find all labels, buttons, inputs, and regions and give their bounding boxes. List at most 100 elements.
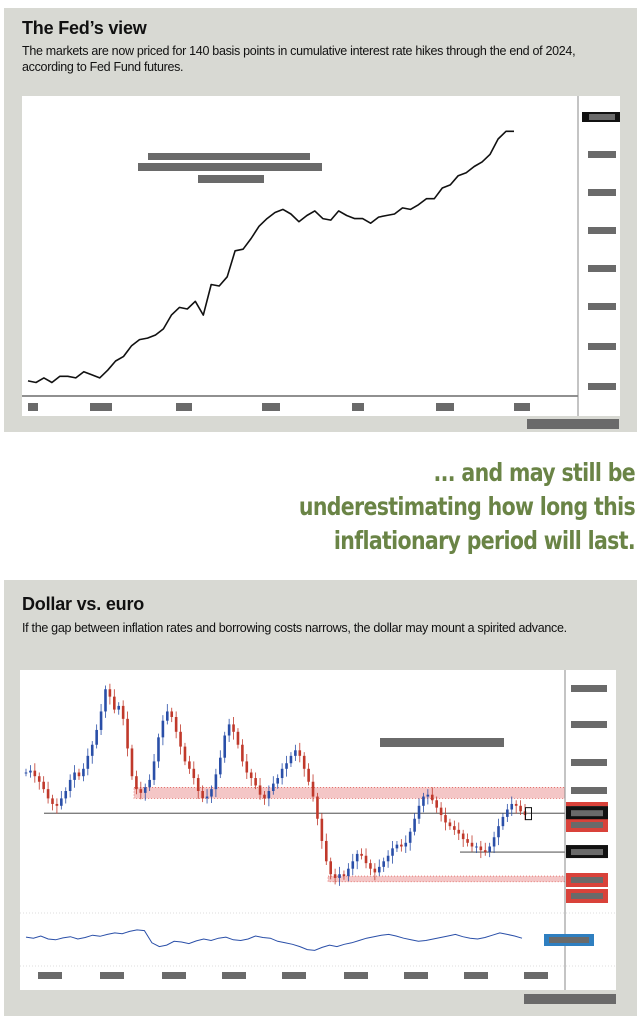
- pullquote-line: inflationary period will last.: [333, 526, 636, 555]
- candle-body: [413, 818, 416, 832]
- candle-body: [249, 772, 253, 779]
- candle-body: [377, 866, 381, 873]
- candle-body: [232, 724, 235, 732]
- x-tick-label-redacted: [344, 972, 368, 979]
- y-tick-label-redacted: [588, 343, 616, 350]
- x-tick-label-redacted: [282, 972, 306, 979]
- dollar-euro-chart: [20, 670, 616, 990]
- y-tick-label-redacted: [588, 151, 616, 158]
- candle-body: [408, 831, 412, 843]
- candle-body: [488, 846, 491, 853]
- candle-body: [90, 744, 94, 756]
- current-value-label-redacted: [589, 114, 615, 120]
- candle-body: [60, 798, 63, 806]
- candle-body: [351, 861, 355, 869]
- last-candle-box: [525, 807, 532, 821]
- candle-body: [294, 750, 297, 756]
- candle-body: [373, 868, 377, 873]
- candle-body: [51, 798, 54, 804]
- candle-body: [210, 789, 213, 797]
- x-tick-label-redacted: [38, 972, 62, 979]
- x-tick-label-redacted: [464, 972, 488, 979]
- candle-body: [338, 874, 341, 878]
- candle-body: [267, 791, 271, 799]
- candle-body: [205, 796, 209, 799]
- candle-body: [417, 805, 421, 819]
- candle-body: [360, 853, 363, 856]
- candle-body: [506, 809, 509, 817]
- candle-body: [501, 816, 505, 827]
- candle-body: [448, 822, 452, 827]
- y-tick-label-redacted: [588, 265, 616, 272]
- x-tick-label-redacted: [262, 403, 280, 411]
- candle-body: [254, 778, 257, 786]
- pullquote: ... and may still be underestimating how…: [258, 456, 636, 558]
- x-tick-label-redacted: [404, 972, 428, 979]
- oscillator-label-redacted: [549, 937, 589, 943]
- y-tick-label-redacted: [571, 721, 607, 728]
- candle-body: [475, 846, 478, 848]
- candle-body: [285, 763, 288, 769]
- candle-body: [435, 800, 438, 808]
- x-tick-label-redacted: [176, 403, 192, 411]
- candle-body: [395, 844, 399, 849]
- x-tick-label-redacted: [28, 403, 38, 411]
- candle-body: [64, 791, 68, 799]
- fed-view-subtitle: The markets are now priced for 140 basis…: [22, 44, 576, 74]
- fed-futures-chart: [22, 96, 620, 416]
- candle-body: [241, 744, 244, 762]
- candle-body: [280, 768, 284, 779]
- candle-body: [148, 779, 151, 788]
- annotation-redacted: [138, 163, 322, 171]
- y-tick-label-redacted: [588, 227, 616, 234]
- candle-body: [201, 791, 204, 799]
- x-tick-label-redacted: [100, 972, 124, 979]
- x-tick-label-redacted: [524, 972, 548, 979]
- candle-body: [188, 761, 191, 769]
- pullquote-line: ... and may still be: [433, 458, 636, 487]
- candle-body: [302, 755, 306, 769]
- candle-body: [461, 833, 465, 840]
- x-tick-label-redacted: [90, 403, 112, 411]
- candle-body: [404, 842, 408, 847]
- candle-body: [192, 768, 196, 779]
- x-tick-label-redacted: [352, 403, 364, 411]
- candle-body: [68, 779, 72, 791]
- candle-body: [382, 861, 385, 867]
- candle-body: [179, 731, 182, 747]
- candle-body: [324, 840, 328, 862]
- candle-body: [170, 711, 174, 717]
- candle-body: [113, 696, 116, 710]
- y-tick-label-redacted: [571, 787, 607, 794]
- x-tick-label-redacted: [222, 972, 246, 979]
- candle-body: [439, 807, 443, 816]
- candle-body: [196, 778, 200, 791]
- candle-body: [139, 789, 143, 793]
- candle-body: [258, 785, 262, 795]
- candle-body: [143, 787, 147, 793]
- candle-body: [457, 829, 461, 834]
- candle-body: [117, 705, 121, 710]
- candle-body: [271, 783, 275, 791]
- x-tick-label-redacted: [514, 403, 530, 411]
- annotation-redacted: [198, 175, 264, 183]
- candle-body: [263, 794, 266, 799]
- candle-body: [227, 724, 231, 736]
- y-tick-label-redacted: [571, 877, 603, 883]
- candle-body: [426, 794, 430, 797]
- candle-body: [479, 846, 483, 851]
- candle-body: [214, 774, 218, 790]
- y-tick-label-redacted: [571, 810, 603, 817]
- candle-body: [514, 803, 518, 806]
- candle-body: [289, 755, 293, 764]
- candle-body: [430, 794, 434, 801]
- candle-body: [333, 874, 337, 878]
- candle-body: [483, 850, 487, 853]
- candle-body: [73, 772, 76, 780]
- candle-body: [316, 796, 319, 819]
- candle-body: [510, 803, 514, 810]
- candle-body: [104, 689, 107, 712]
- candle-body: [99, 711, 103, 730]
- dollar-source-redacted: [524, 994, 616, 1004]
- candle-body: [453, 826, 456, 830]
